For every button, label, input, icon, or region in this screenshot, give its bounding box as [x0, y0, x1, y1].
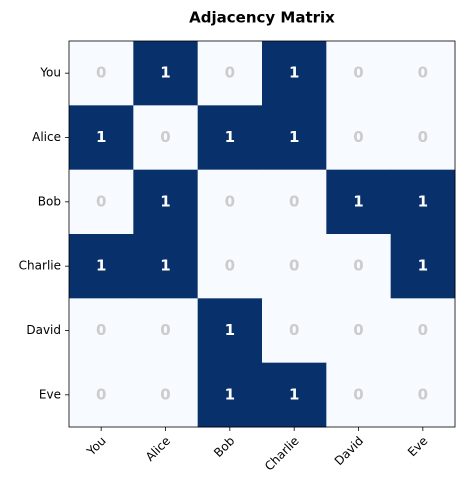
cell	[133, 105, 199, 171]
cell-label: 1	[96, 257, 106, 275]
cell-label: 1	[418, 192, 428, 210]
cell	[390, 298, 456, 364]
cell-label: 0	[289, 257, 299, 275]
cell-label: 0	[353, 321, 363, 339]
y-tick-label: Bob	[38, 194, 61, 208]
cell-label: 0	[96, 321, 106, 339]
cell-label: 0	[160, 128, 170, 146]
cell-label: 1	[418, 257, 428, 275]
cell-label: 1	[225, 321, 235, 339]
cell-label: 1	[160, 257, 170, 275]
cell	[69, 362, 134, 428]
plot-frame	[68, 40, 456, 428]
cell	[326, 298, 392, 364]
cell	[262, 105, 327, 171]
cell-label: 1	[225, 385, 235, 403]
x-tick-label: Eve	[405, 434, 431, 460]
cell-label: 0	[418, 64, 428, 82]
cell	[390, 362, 456, 428]
x-tick-label: Alice	[143, 434, 173, 464]
y-tick-label: Eve	[39, 387, 61, 401]
cell-label: 0	[96, 64, 106, 82]
cell-label: 1	[289, 64, 299, 82]
cell	[69, 298, 134, 364]
cell	[197, 41, 263, 106]
cell-label: 0	[289, 321, 299, 339]
cell	[390, 234, 456, 299]
cell-label: 1	[160, 64, 170, 82]
cell	[133, 362, 199, 428]
cell	[262, 362, 327, 428]
cell	[133, 298, 199, 364]
cell	[262, 41, 327, 106]
cell	[390, 105, 456, 171]
x-tick-label: Bob	[211, 434, 237, 460]
cell-label: 0	[353, 64, 363, 82]
cell	[390, 169, 456, 235]
cell	[262, 169, 327, 235]
cell-label: 0	[418, 321, 428, 339]
cell-label: 0	[96, 385, 106, 403]
x-tick-label: Charlie	[262, 434, 302, 474]
cell	[69, 41, 134, 106]
cell	[326, 41, 392, 106]
cell-label: 1	[289, 128, 299, 146]
cell-label: 1	[353, 192, 363, 210]
cell-label: 0	[418, 385, 428, 403]
cell-label: 0	[225, 64, 235, 82]
cell-label: 1	[225, 128, 235, 146]
cell-label: 1	[289, 385, 299, 403]
cell-label: 1	[160, 192, 170, 210]
cell	[326, 105, 392, 171]
y-tick-label: Alice	[32, 130, 61, 144]
cell	[326, 234, 392, 299]
y-tick-label: You	[39, 66, 61, 80]
cell	[69, 169, 134, 235]
cell	[326, 362, 392, 428]
cell	[69, 234, 134, 299]
cell-label: 0	[353, 128, 363, 146]
cell-label: 0	[225, 192, 235, 210]
cell	[133, 41, 199, 106]
cell-label: 0	[160, 321, 170, 339]
cell	[262, 234, 327, 299]
cell	[197, 298, 263, 364]
y-tick-label: David	[26, 323, 61, 337]
cell-label: 0	[353, 385, 363, 403]
cell	[69, 105, 134, 171]
cell-label: 0	[418, 128, 428, 146]
cell	[133, 234, 199, 299]
x-tick-label: You	[84, 434, 109, 459]
cell	[390, 41, 456, 106]
x-tick-label: David	[332, 434, 366, 468]
cell-label: 0	[353, 257, 363, 275]
cell	[262, 298, 327, 364]
cell	[197, 169, 263, 235]
cell	[197, 105, 263, 171]
cell-label: 0	[289, 192, 299, 210]
cell-label: 0	[225, 257, 235, 275]
y-tick-label: Charlie	[19, 259, 61, 273]
cell	[133, 169, 199, 235]
cell-label: 1	[96, 128, 106, 146]
cell	[197, 362, 263, 428]
cell	[326, 169, 392, 235]
cell-label: 0	[96, 192, 106, 210]
cell-label: 0	[160, 385, 170, 403]
chart-title: Adjacency Matrix	[189, 9, 335, 27]
cell	[197, 234, 263, 299]
